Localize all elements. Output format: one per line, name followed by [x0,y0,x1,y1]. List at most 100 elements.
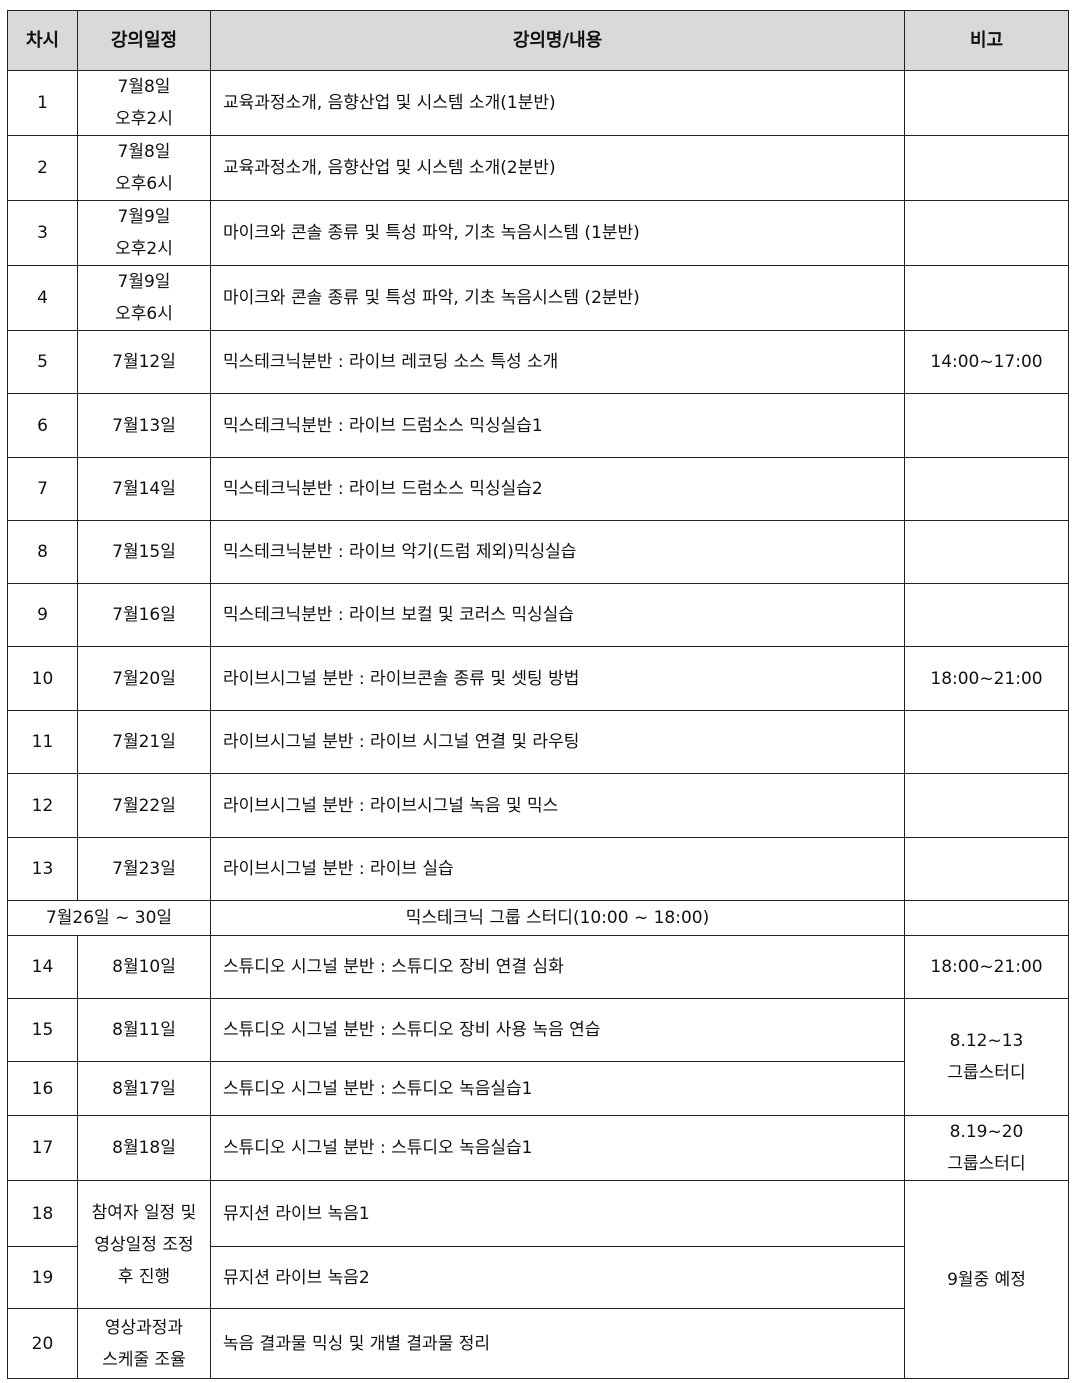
date-line: 영상일정 조정 [94,1234,194,1255]
content-cell: 스튜디오 시그널 분반 : 스튜디오 녹음실습1 [210,1115,905,1181]
date-line: 스케줄 조율 [102,1349,186,1370]
content-text: 믹스테크닉분반 : 라이브 보컬 및 코러스 믹싱실습 [223,605,574,625]
content-text: 라이브시그널 분반 : 라이브시그널 녹음 및 믹스 [223,795,559,816]
note-cell [904,135,1069,201]
date-cell: 8월10일 [77,935,211,999]
session-number: 9 [37,605,48,625]
note-cell [904,837,1069,901]
date-line: 7월20일 [112,668,176,689]
date-line: 7월16일 [112,605,176,625]
content-text: 스튜디오 시그널 분반 : 스튜디오 녹음실습1 [223,1138,533,1158]
content-cell: 믹스테크닉분반 : 라이브 악기(드럼 제외)믹싱실습 [210,520,905,584]
content-cell: 라이브시그널 분반 : 라이브 실습 [210,837,905,901]
date-cell: 8월18일 [77,1115,211,1181]
note-cell [904,583,1069,647]
table-row: 12 7월22일 라이브시그널 분반 : 라이브시그널 녹음 및 믹스 [7,773,1069,838]
session-number: 8 [37,542,48,562]
session-cell: 20 [7,1308,78,1379]
session-cell: 17 [7,1115,78,1181]
note-cell [904,70,1069,136]
session-cell: 16 [7,1061,78,1116]
content-cell: 믹스테크닉분반 : 라이브 드럼소스 믹싱실습2 [210,457,905,521]
date-line: 7월9일 [117,207,171,227]
note-cell: 14:00~17:00 [904,330,1069,394]
table-row: 19 뮤지션 라이브 녹음2 [7,1246,1069,1309]
content-cell: 라이브시그널 분반 : 라이브시그널 녹음 및 믹스 [210,773,905,838]
table-row: 16 8월17일 스튜디오 시그널 분반 : 스튜디오 녹음실습1 [7,1061,1069,1116]
table-row: 15 8월11일 스튜디오 시그널 분반 : 스튜디오 장비 사용 녹음 연습 8.1… [7,998,1069,1116]
table-row: 14 8월10일 스튜디오 시그널 분반 : 스튜디오 장비 연결 심화 18:00~… [7,935,1069,999]
note-cell [904,520,1069,584]
date-range: 7월26일 ~ 30일 [45,908,173,928]
lecture-schedule-table: 차시 강의일정 강의명/내용 비고 1 7월8일 오후2시 교육과정소개, 음향산업 … [7,10,1069,1379]
content-text: 스튜디오 시그널 분반 : 스튜디오 장비 연결 심화 [223,957,564,977]
note-cell [904,457,1069,521]
session-cell: 10 [7,646,78,711]
date-line: 오후6시 [115,304,173,324]
table-row: 9 7월16일 믹스테크닉분반 : 라이브 보컬 및 코러스 믹싱실습 [7,583,1069,647]
session-number: 1 [37,93,48,113]
table-row: 7 7월14일 믹스테크닉분반 : 라이브 드럼소스 믹싱실습2 [7,457,1069,521]
table-row: 20 영상과정과 스케줄 조율 녹음 결과물 믹싱 및 개별 결과물 정리 [7,1308,1069,1379]
date-line: 7월8일 [117,142,171,162]
note-text: 18:00~21:00 [930,957,1043,977]
session-number: 4 [37,288,48,308]
session-number: 20 [31,1333,54,1354]
session-cell: 13 [7,837,78,901]
session-cell: 2 [7,135,78,201]
date-cell: 영상과정과 스케줄 조율 [77,1308,211,1379]
date-line: 오후2시 [115,109,173,129]
content-cell: 믹스테크닉분반 : 라이브 레코딩 소스 특성 소개 [210,330,905,394]
date-line: 7월23일 [112,859,176,879]
session-number: 5 [37,352,48,372]
content-cell: 뮤지션 라이브 녹음1 [210,1180,905,1247]
table-row: 10 7월20일 라이브시그널 분반 : 라이브콘솔 종류 및 셋팅 방법 18:00… [7,646,1069,711]
content-cell: 스튜디오 시그널 분반 : 스튜디오 녹음실습1 [210,1061,905,1116]
session-cell: 1 [7,70,78,136]
session-number: 18 [31,1203,54,1224]
session-number: 3 [37,223,48,243]
session-cell: 6 [7,393,78,458]
session-number: 14 [31,957,54,977]
note-text: 9월중 예정 [947,1269,1026,1290]
date-line: 8월11일 [112,1020,176,1040]
session-cell: 4 [7,265,78,331]
session-number: 12 [31,795,54,816]
date-line: 7월9일 [117,272,171,292]
table-row: 17 8월18일 스튜디오 시그널 분반 : 스튜디오 녹음실습1 8.19~20 그룹… [7,1115,1069,1181]
header-content: 강의명/내용 [210,10,905,71]
note-cell: 8.12~13 그룹스터디 [904,998,1069,1116]
note-line: 그룹스터디 [947,1063,1026,1083]
note-cell: 8.19~20 그룹스터디 [904,1115,1069,1181]
note-cell [904,393,1069,458]
session-number: 17 [31,1138,54,1158]
date-line: 7월13일 [112,415,176,436]
content-text: 믹스테크닉 그룹 스터디(10:00 ~ 18:00) [405,908,710,928]
session-cell: 3 [7,200,78,266]
session-number: 7 [37,479,48,499]
content-cell: 마이크와 콘솔 종류 및 특성 파악, 기초 녹음시스템 (2분반) [210,265,905,331]
table-row: 1 7월8일 오후2시 교육과정소개, 음향산업 및 시스템 소개(1분반) [7,70,1069,136]
note-cell: 18:00~21:00 [904,646,1069,711]
date-line: 7월8일 [117,77,171,97]
content-cell: 믹스테크닉 그룹 스터디(10:00 ~ 18:00) [210,900,905,936]
table-row: 18 참여자 일정 및 영상일정 조정 후 진행 뮤지션 라이브 녹음1 9월중 예정 [7,1180,1069,1379]
date-cell: 7월23일 [77,837,211,901]
session-number: 16 [31,1078,54,1099]
session-number: 10 [31,668,54,689]
session-number: 11 [31,732,54,752]
content-text: 녹음 결과물 믹싱 및 개별 결과물 정리 [223,1333,491,1354]
session-number: 19 [31,1267,54,1288]
date-line: 참여자 일정 및 [91,1202,197,1223]
date-cell: 7월14일 [77,457,211,521]
date-line: 7월21일 [112,732,176,752]
table-row: 3 7월9일 오후2시 마이크와 콘솔 종류 및 특성 파악, 기초 녹음시스템 (1… [7,200,1069,266]
date-cell: 7월13일 [77,393,211,458]
date-cell: 7월9일 오후2시 [77,200,211,266]
content-cell: 교육과정소개, 음향산업 및 시스템 소개(2분반) [210,135,905,201]
session-cell: 19 [7,1246,78,1309]
session-cell: 7 [7,457,78,521]
table-row: 6 7월13일 믹스테크닉분반 : 라이브 드럼소스 믹싱실습1 [7,393,1069,458]
date-line: 7월15일 [112,542,176,562]
